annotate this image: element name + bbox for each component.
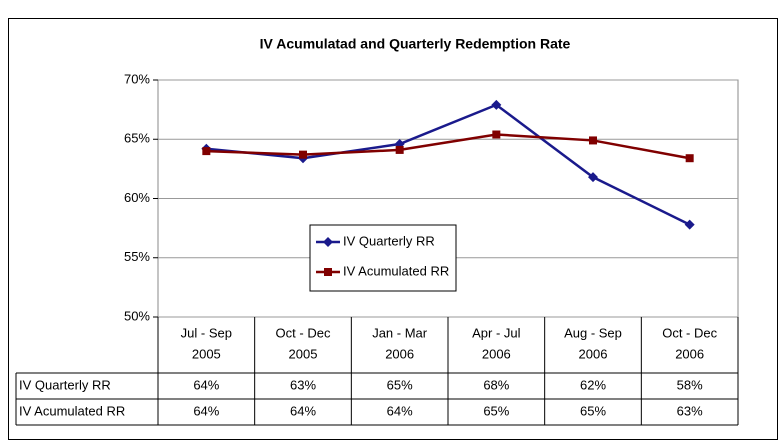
y-tick-label: 70% [124,71,150,86]
table-cell: 65% [580,403,606,418]
x-tick-label: 2006 [579,346,608,361]
series-line [206,103,691,226]
marker [492,130,501,139]
legend [309,224,457,292]
table-cell: 63% [677,403,703,418]
table-cell: 68% [483,377,509,392]
marker [299,150,307,159]
legend-label: IV Quarterly RR [343,233,435,248]
table-cell: 65% [387,377,413,392]
marker [588,172,598,183]
marker [202,147,211,156]
x-tick-label: Oct - Dec [662,325,717,340]
y-tick-label: 60% [124,190,150,205]
y-tick-label: 50% [124,308,150,323]
table-row-label: IV Quarterly RR [19,377,111,392]
x-tick-label: 2006 [385,346,414,361]
table-cell: 63% [290,377,316,392]
table-cell: 62% [580,377,606,392]
x-tick-label: Oct - Dec [276,325,331,340]
table-row-label: IV Acumulated RR [19,403,125,418]
marker [589,136,597,145]
table-cell: 64% [193,403,219,418]
x-tick-label: Apr - Jul [472,325,521,340]
marker [685,154,694,163]
x-tick-label: Jul - Sep [181,325,232,340]
table-cell: 64% [387,403,413,418]
marker [491,99,502,110]
x-tick-label: 2006 [675,346,704,361]
series-line [206,133,690,160]
x-tick-label: Aug - Sep [564,325,622,340]
table-cell: 64% [290,403,316,418]
legend-label: IV Acumulated RR [343,263,449,278]
x-tick-label: 2005 [289,346,318,361]
y-tick-label: 55% [124,249,150,264]
y-tick-label: 65% [124,131,150,146]
chart-title: IV Acumulatad and Quarterly Redemption R… [260,36,571,52]
table-cell: 64% [193,377,219,392]
marker [395,145,404,154]
x-tick-label: 2005 [192,346,221,361]
legend-marker [324,268,332,276]
x-tick-label: 2006 [482,346,511,361]
table-cell: 58% [677,377,703,392]
legend-marker [323,237,333,247]
marker [684,219,695,230]
table-cell: 65% [483,403,509,418]
x-tick-label: Jan - Mar [372,325,428,340]
